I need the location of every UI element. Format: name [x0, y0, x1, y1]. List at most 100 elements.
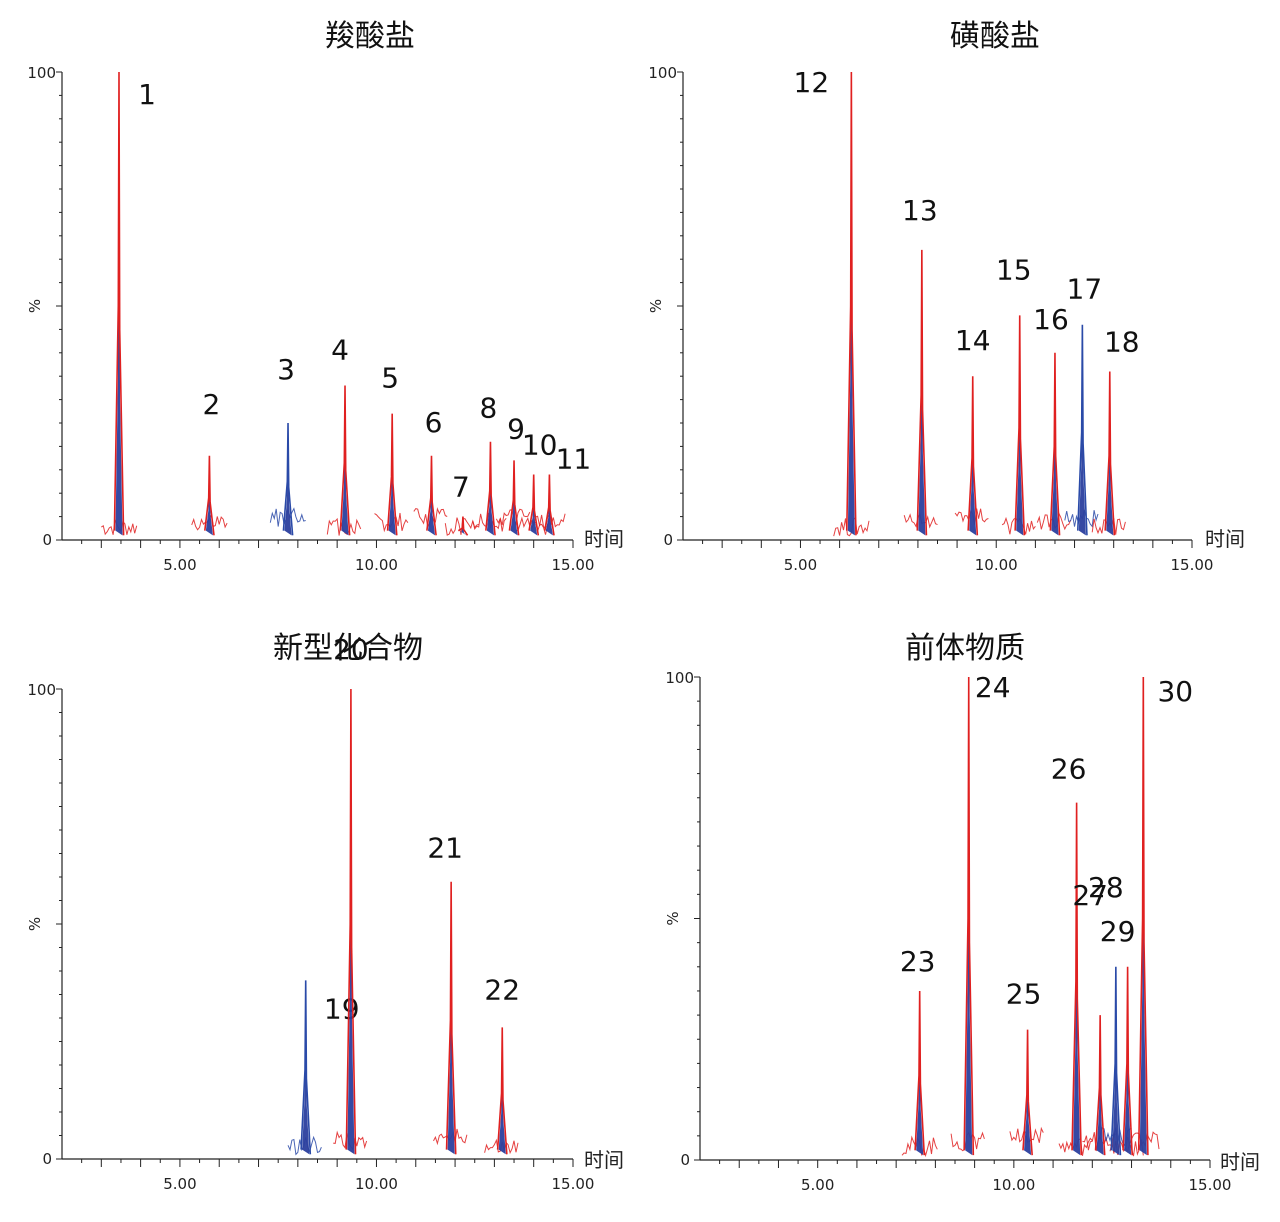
peak-label: 28	[1088, 871, 1124, 904]
peak-label: 24	[975, 671, 1011, 704]
peak-9: 9	[507, 412, 525, 536]
peak-label: 13	[902, 194, 938, 227]
peak-27: 27	[1072, 879, 1108, 1156]
peak-label: 8	[480, 392, 498, 425]
peak-22: 22	[484, 973, 520, 1155]
x-tick-label: 10.00	[355, 1175, 398, 1193]
peak-line	[914, 990, 926, 1156]
x-tick-label: 15.00	[1171, 556, 1214, 574]
peak-label: 7	[452, 471, 470, 504]
y-tick-label: 0	[663, 531, 673, 549]
peak-4: 4	[331, 334, 351, 536]
y-tick-label: 100	[665, 669, 694, 687]
peak-label: 6	[425, 406, 443, 439]
x-axis-label: 时间	[584, 527, 624, 551]
peak-line	[282, 422, 294, 536]
x-tick-label: 15.00	[552, 556, 595, 574]
peak-label: 18	[1104, 326, 1140, 359]
peak-line	[967, 376, 979, 536]
y-axis-label: %	[647, 299, 665, 313]
y-tick-label: 100	[27, 64, 56, 82]
peak-line	[457, 516, 469, 536]
peak-line	[1110, 966, 1122, 1156]
y-tick-label: 0	[42, 1150, 52, 1168]
peak-label: 1	[138, 78, 156, 111]
peak-16: 16	[1033, 303, 1069, 536]
peak-29: 29	[1100, 915, 1136, 1156]
y-axis-label: %	[26, 299, 44, 313]
x-tick-label: 5.00	[163, 1175, 196, 1193]
peak-label: 29	[1100, 915, 1136, 948]
peak-2: 2	[202, 388, 220, 536]
peak-15: 15	[996, 253, 1032, 536]
peak-label: 15	[996, 253, 1032, 286]
peak-line	[339, 385, 351, 536]
x-tick-label: 10.00	[975, 556, 1018, 574]
peak-line	[1137, 676, 1149, 1156]
x-axis-label: 时间	[1205, 527, 1245, 551]
peak-label: 9	[507, 412, 525, 445]
peak-line	[1076, 324, 1088, 536]
peak-line	[528, 474, 540, 536]
peak-6: 6	[425, 406, 443, 536]
x-tick-label: 5.00	[784, 556, 817, 574]
peak-label: 10	[522, 428, 558, 461]
peak-12: 12	[794, 66, 857, 536]
peak-label: 2	[202, 388, 220, 421]
peak-17: 17	[1067, 273, 1103, 536]
panel-title: 羧酸盐	[325, 19, 415, 54]
panel-3: 新型化合物 0 100% 5.00 10.00 15.00 时间 19 20 21 22	[26, 631, 624, 1193]
peak-line	[386, 413, 398, 536]
peak-line	[113, 71, 125, 536]
peak-label: 17	[1067, 273, 1103, 306]
peak-line	[300, 980, 312, 1155]
peak-line	[1122, 966, 1134, 1156]
peak-18: 18	[1104, 326, 1140, 536]
peak-line	[485, 441, 496, 536]
peak-label: 25	[1006, 978, 1042, 1011]
y-axis-label: %	[26, 917, 44, 931]
peak-line	[544, 474, 555, 536]
peak-label: 27	[1072, 879, 1108, 912]
x-axis-label: 时间	[584, 1148, 624, 1172]
peak-label: 4	[331, 334, 349, 367]
x-tick-label: 5.00	[801, 1176, 834, 1194]
x-tick-label: 15.00	[1189, 1176, 1232, 1194]
peak-line	[1022, 1029, 1033, 1156]
peak-14: 14	[955, 324, 991, 536]
peak-11: 11	[544, 442, 592, 536]
y-axis-label: %	[664, 911, 682, 925]
peak-line	[345, 688, 357, 1155]
x-axis-label: 时间	[1220, 1150, 1260, 1174]
peak-line	[445, 881, 457, 1155]
peak-label: 16	[1033, 303, 1069, 336]
peak-1: 1	[113, 71, 156, 536]
peak-line	[508, 460, 520, 536]
peak-line	[204, 455, 215, 536]
y-tick-label: 0	[680, 1151, 690, 1169]
peak-label: 22	[484, 973, 520, 1006]
panel-title: 新型化合物	[273, 631, 423, 666]
peak-26: 26	[1051, 753, 1087, 1156]
peak-label: 19	[324, 992, 360, 1025]
peak-label: 30	[1157, 675, 1193, 708]
peak-5: 5	[381, 362, 399, 536]
y-tick-label: 0	[42, 531, 52, 549]
peak-10: 10	[522, 428, 558, 536]
peak-13: 13	[902, 194, 938, 536]
peak-23: 23	[900, 945, 936, 1156]
peak-line	[845, 71, 857, 536]
peak-label: 26	[1051, 753, 1087, 786]
peak-label: 20	[333, 633, 369, 666]
peak-label: 11	[556, 442, 592, 475]
peak-line	[496, 1027, 508, 1155]
peak-line	[916, 249, 928, 536]
peak-24: 24	[963, 671, 1011, 1156]
peak-line	[1049, 352, 1061, 536]
y-tick-label: 100	[27, 681, 56, 699]
panel-title: 磺酸盐	[950, 19, 1040, 54]
